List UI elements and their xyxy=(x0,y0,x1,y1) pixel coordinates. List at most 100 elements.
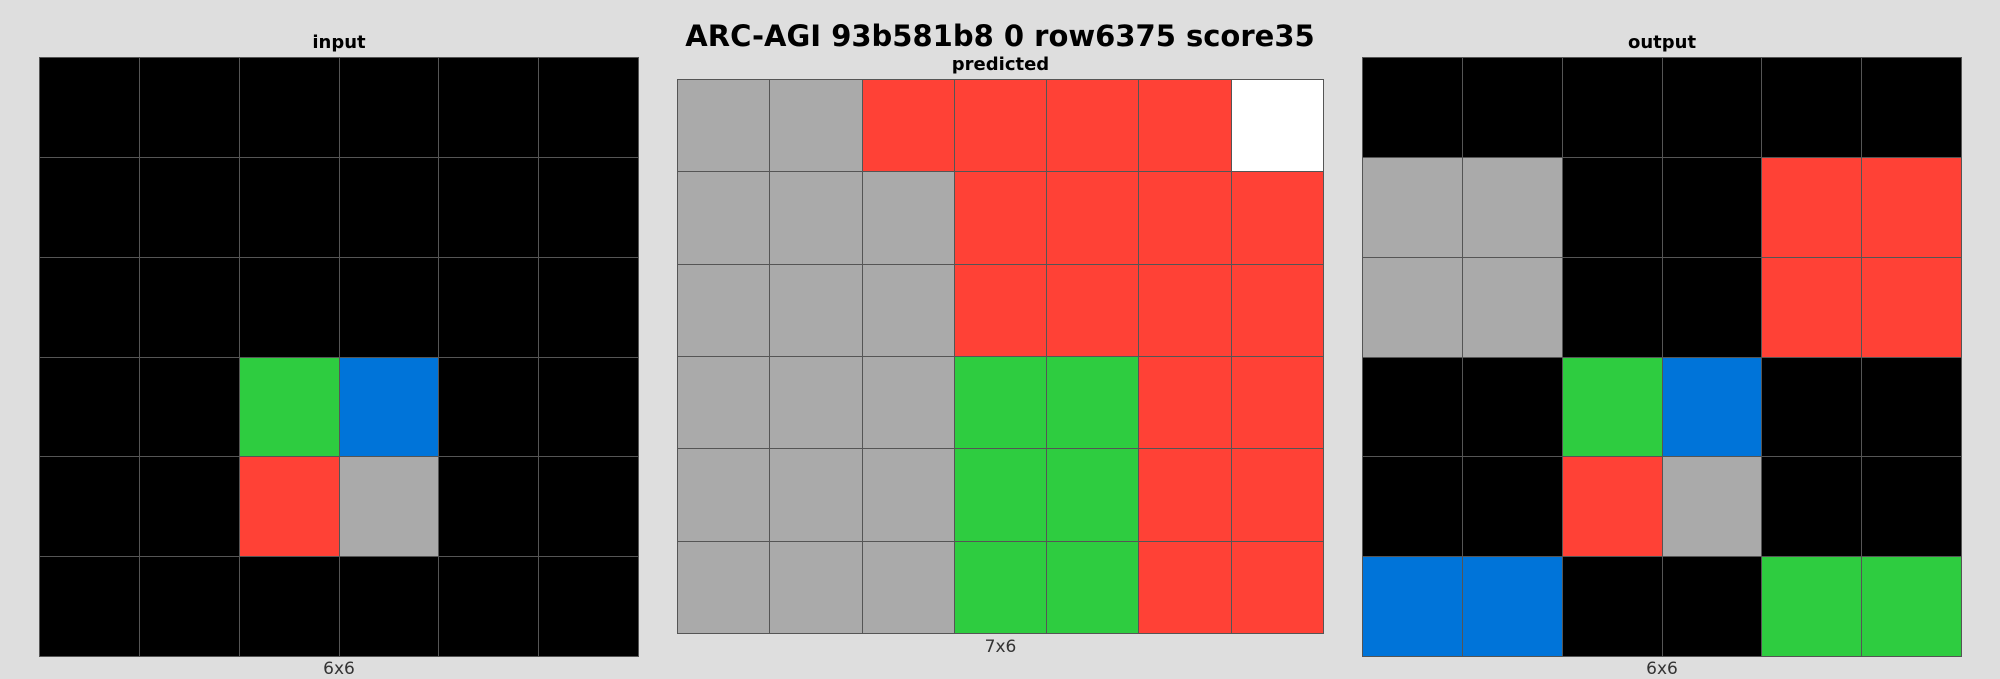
predicted-cell xyxy=(1231,80,1323,172)
input-cell xyxy=(539,58,638,157)
input-cell xyxy=(239,157,339,257)
input-cell xyxy=(439,457,539,557)
predicted-cell xyxy=(862,80,954,172)
output-cell xyxy=(1762,357,1862,457)
output-cell xyxy=(1762,58,1862,157)
input-cell xyxy=(339,357,439,457)
output-cell xyxy=(1662,58,1762,157)
predicted-panel-title: predicted xyxy=(951,54,1050,75)
predicted-cell xyxy=(678,357,770,449)
input-cell xyxy=(239,557,339,656)
output-cell xyxy=(1363,457,1462,557)
input-cell xyxy=(139,58,239,157)
predicted-cell xyxy=(1139,357,1231,449)
input-cell xyxy=(40,557,139,656)
input-panel-title: input xyxy=(312,32,366,53)
input-cell xyxy=(539,457,638,557)
input-cell xyxy=(139,157,239,257)
predicted-cell xyxy=(954,357,1047,449)
output-cell xyxy=(1562,157,1662,257)
output-cell xyxy=(1662,157,1762,257)
predicted-cell xyxy=(954,264,1047,356)
predicted-grid xyxy=(677,79,1324,634)
input-cell xyxy=(239,457,339,557)
predicted-cell xyxy=(678,264,770,356)
input-cell xyxy=(539,257,638,357)
predicted-cell xyxy=(1231,541,1323,633)
output-cell xyxy=(1762,557,1862,656)
output-panel-title: output xyxy=(1627,32,1697,53)
input-grid xyxy=(39,57,639,657)
predicted-grid-dims: 7x6 xyxy=(984,637,1017,657)
output-cell xyxy=(1662,257,1762,357)
input-cell xyxy=(40,58,139,157)
predicted-cell xyxy=(770,172,862,264)
input-cell xyxy=(539,557,638,656)
output-cell xyxy=(1462,557,1562,656)
output-cell xyxy=(1662,457,1762,557)
output-cell xyxy=(1762,457,1862,557)
predicted-cell xyxy=(678,80,770,172)
predicted-cell xyxy=(862,449,954,541)
predicted-cell xyxy=(1231,264,1323,356)
output-grid xyxy=(1362,57,1962,657)
output-cell xyxy=(1862,58,1961,157)
predicted-cell xyxy=(1139,80,1231,172)
input-grid-dims: 6x6 xyxy=(323,659,355,679)
output-cell xyxy=(1862,257,1961,357)
output-cell xyxy=(1562,257,1662,357)
predicted-cell xyxy=(1231,449,1323,541)
output-cell xyxy=(1562,557,1662,656)
predicted-cell xyxy=(954,541,1047,633)
input-cell xyxy=(239,357,339,457)
output-cell xyxy=(1462,58,1562,157)
predicted-cell xyxy=(1139,264,1231,356)
input-cell xyxy=(539,157,638,257)
predicted-cell xyxy=(770,264,862,356)
output-cell xyxy=(1862,457,1961,557)
predicted-cell xyxy=(1047,357,1139,449)
input-cell xyxy=(439,58,539,157)
input-cell xyxy=(239,58,339,157)
predicted-cell xyxy=(862,357,954,449)
predicted-cell xyxy=(1047,264,1139,356)
predicted-cell xyxy=(770,541,862,633)
output-cell xyxy=(1762,157,1862,257)
output-cell xyxy=(1363,58,1462,157)
input-cell xyxy=(40,257,139,357)
input-cell xyxy=(439,257,539,357)
input-cell xyxy=(339,58,439,157)
predicted-cell xyxy=(1231,172,1323,264)
input-cell xyxy=(439,357,539,457)
output-cell xyxy=(1363,357,1462,457)
input-cell xyxy=(239,257,339,357)
predicted-cell xyxy=(678,172,770,264)
predicted-cell xyxy=(1047,541,1139,633)
output-cell xyxy=(1363,257,1462,357)
output-cell xyxy=(1862,357,1961,457)
output-cell xyxy=(1562,457,1662,557)
input-cell xyxy=(339,457,439,557)
input-cell xyxy=(339,257,439,357)
output-cell xyxy=(1462,157,1562,257)
predicted-cell xyxy=(954,80,1047,172)
predicted-cell xyxy=(770,449,862,541)
output-cell xyxy=(1862,557,1961,656)
predicted-cell xyxy=(862,172,954,264)
predicted-cell xyxy=(954,172,1047,264)
input-cell xyxy=(40,357,139,457)
output-cell xyxy=(1862,157,1961,257)
input-cell xyxy=(40,457,139,557)
predicted-cell xyxy=(1047,172,1139,264)
predicted-cell xyxy=(770,357,862,449)
output-cell xyxy=(1363,157,1462,257)
output-cell xyxy=(1462,257,1562,357)
predicted-cell xyxy=(678,449,770,541)
predicted-cell xyxy=(1139,541,1231,633)
output-cell xyxy=(1762,257,1862,357)
input-cell xyxy=(439,157,539,257)
input-cell xyxy=(139,557,239,656)
input-cell xyxy=(139,457,239,557)
predicted-cell xyxy=(862,541,954,633)
output-cell xyxy=(1562,357,1662,457)
